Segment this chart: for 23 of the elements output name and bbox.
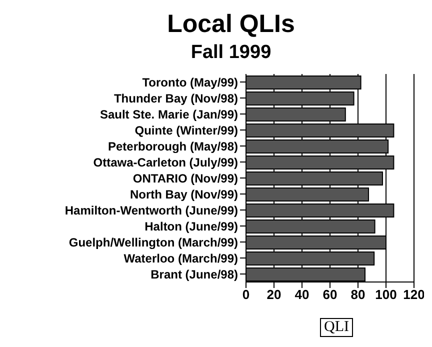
chart-subtitle: Fall 1999 (190, 42, 272, 64)
y-tick-label: Guelph/Wellington (March/99) (68, 235, 238, 250)
x-tick-label: 0 (242, 287, 250, 302)
y-tick-label: Hamilton-Wentworth (June/99) (64, 203, 238, 218)
x-tick-label: 60 (322, 287, 338, 302)
x-tick-label: 40 (294, 287, 310, 302)
y-tick-label: Thunder Bay (Nov/98) (114, 91, 238, 106)
y-tick-label: Toronto (May/99) (142, 75, 238, 90)
y-tick-label: North Bay (Nov/99) (130, 187, 238, 202)
y-tick-label: ONTARIO (Nov/99) (132, 171, 238, 186)
y-tick-label: Sault Ste. Marie (Jan/99) (100, 107, 238, 122)
x-tick-label: 100 (375, 287, 397, 302)
x-tick-label: 120 (403, 287, 425, 302)
y-tick-label: Quinte (Winter/99) (134, 123, 238, 138)
x-tick-label: 20 (266, 287, 282, 302)
x-axis-title: QLI (320, 318, 353, 337)
y-tick-label: Peterborough (May/98) (108, 139, 238, 154)
y-tick-label: Halton (June/99) (144, 219, 238, 234)
y-tick-label: Waterloo (March/99) (124, 251, 238, 266)
y-tick-label: Ottawa-Carleton (July/99) (93, 155, 238, 170)
chart-title: Local QLIs (166, 10, 296, 39)
y-tick-label: Brant (June/98) (150, 267, 238, 282)
x-tick-label: 80 (350, 287, 366, 302)
